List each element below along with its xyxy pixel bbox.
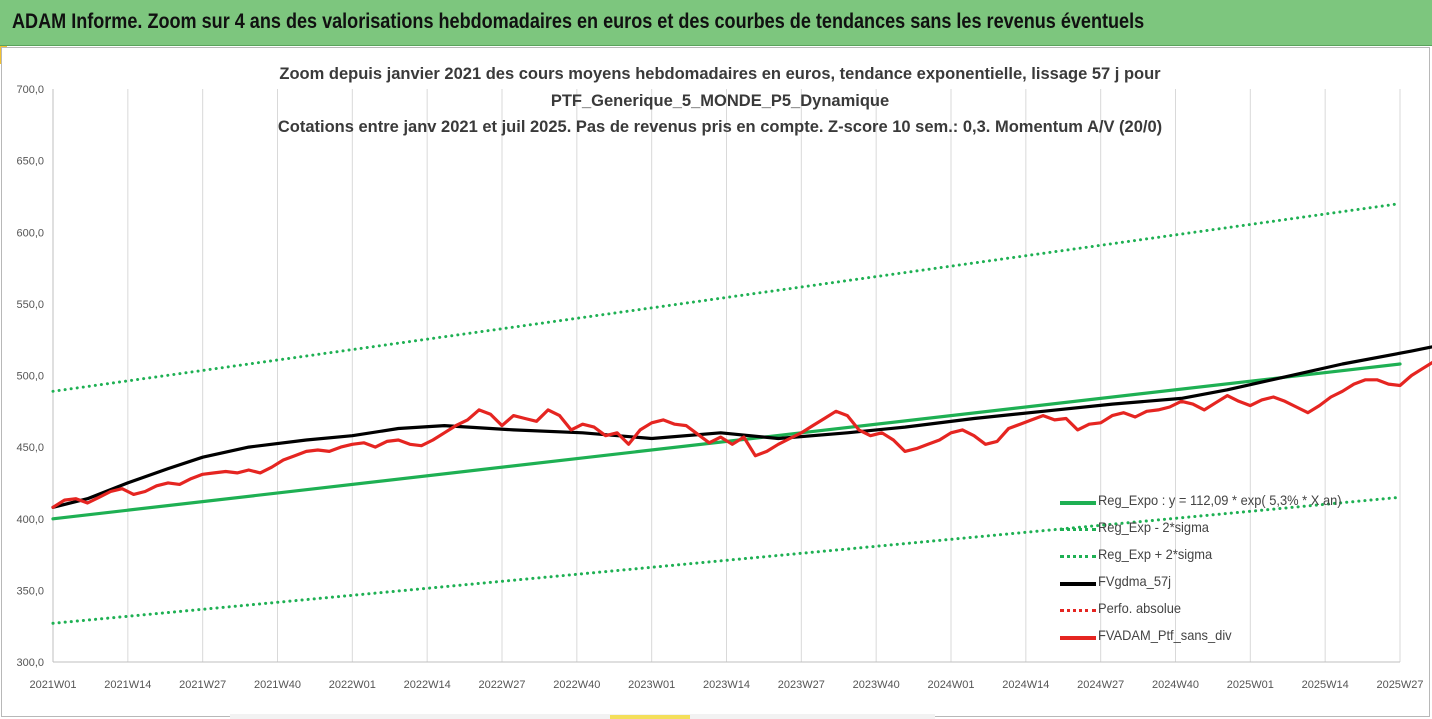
x-tick-label: 2022W27 bbox=[478, 679, 525, 691]
legend-swatch-reg-exp-plus bbox=[1060, 555, 1096, 558]
legend-label: FVADAM_Ptf_sans_div bbox=[1098, 627, 1232, 643]
legend-label: Reg_Exp - 2*sigma bbox=[1098, 519, 1209, 535]
legend-label: Reg_Expo : y = 112,09 * exp( 5,3% * X an… bbox=[1098, 492, 1342, 508]
chart-legend: Reg_Expo : y = 112,09 * exp( 5,3% * X an… bbox=[1060, 490, 1390, 652]
x-tick-label: 2023W40 bbox=[853, 679, 900, 691]
x-tick-label: 2022W14 bbox=[404, 679, 451, 691]
legend-item: Perfo. absolue bbox=[1060, 598, 1390, 625]
x-tick-label: 2024W01 bbox=[927, 679, 974, 691]
x-tick-label: 2024W27 bbox=[1077, 679, 1124, 691]
x-tick-label: 2024W40 bbox=[1152, 679, 1199, 691]
legend-item: Reg_Expo : y = 112,09 * exp( 5,3% * X an… bbox=[1060, 490, 1390, 517]
y-tick-label: 650,0 bbox=[16, 156, 44, 168]
series-fvgdma-57j bbox=[51, 345, 1432, 509]
legend-label: Reg_Exp + 2*sigma bbox=[1098, 546, 1213, 562]
y-tick-label: 700,0 bbox=[16, 84, 44, 96]
chart-title-line-1: Zoom depuis janvier 2021 des cours moyen… bbox=[279, 65, 1161, 83]
series-reg-exp-minus-2sigma bbox=[51, 495, 1402, 625]
x-tick-label: 2023W27 bbox=[778, 679, 825, 691]
x-tick-label: 2022W01 bbox=[329, 679, 376, 691]
legend-item: FVADAM_Ptf_sans_div bbox=[1060, 625, 1390, 652]
x-tick-label: 2022W40 bbox=[553, 679, 600, 691]
series-fvadam-ptf-sans-div bbox=[51, 360, 1432, 509]
legend-swatch-fvadam bbox=[1060, 636, 1096, 640]
chart-title-line-2: PTF_Generique_5_MONDE_P5_Dynamique bbox=[550, 92, 890, 110]
legend-item: Reg_Exp - 2*sigma bbox=[1060, 517, 1390, 544]
banner-title: ADAM Informe. Zoom sur 4 ans des valoris… bbox=[12, 10, 1145, 33]
bottom-accent-bar bbox=[610, 715, 690, 719]
chart-title-line-3: Cotations entre janv 2021 et juil 2025. … bbox=[277, 118, 1163, 136]
legend-item: FVgdma_57j bbox=[1060, 571, 1390, 598]
legend-swatch-reg-expo bbox=[1060, 501, 1096, 505]
x-tick-label: 2021W27 bbox=[179, 679, 226, 691]
x-tick-label: 2025W14 bbox=[1302, 679, 1349, 691]
x-tick-label: 2021W40 bbox=[254, 679, 301, 691]
y-tick-label: 450,0 bbox=[16, 442, 44, 454]
bottom-scroll-strip bbox=[230, 714, 935, 719]
x-tick-label: 2023W14 bbox=[703, 679, 750, 691]
legend-item: Reg_Exp + 2*sigma bbox=[1060, 544, 1390, 571]
x-tick-label: 2021W01 bbox=[29, 679, 76, 691]
y-tick-label: 550,0 bbox=[16, 299, 44, 311]
x-tick-label: 2021W14 bbox=[104, 679, 151, 691]
legend-label: Perfo. absolue bbox=[1098, 600, 1182, 616]
legend-label: FVgdma_57j bbox=[1098, 573, 1172, 589]
legend-swatch-fvgdma bbox=[1060, 582, 1096, 586]
y-tick-label: 500,0 bbox=[16, 371, 44, 383]
x-tick-label: 2024W14 bbox=[1002, 679, 1049, 691]
report-banner: ADAM Informe. Zoom sur 4 ans des valoris… bbox=[0, 0, 1432, 46]
x-tick-label: 2025W27 bbox=[1376, 679, 1423, 691]
x-tick-label: 2023W01 bbox=[628, 679, 675, 691]
legend-swatch-perfo-absolue bbox=[1060, 609, 1096, 612]
x-tick-label: 2025W01 bbox=[1227, 679, 1274, 691]
y-tick-label: 600,0 bbox=[16, 227, 44, 239]
series-reg-exp-plus-2sigma bbox=[51, 202, 1402, 393]
legend-swatch-reg-exp-minus bbox=[1060, 528, 1096, 531]
y-tick-label: 300,0 bbox=[16, 657, 44, 669]
y-tick-label: 400,0 bbox=[16, 514, 44, 526]
y-tick-label: 350,0 bbox=[16, 585, 44, 597]
